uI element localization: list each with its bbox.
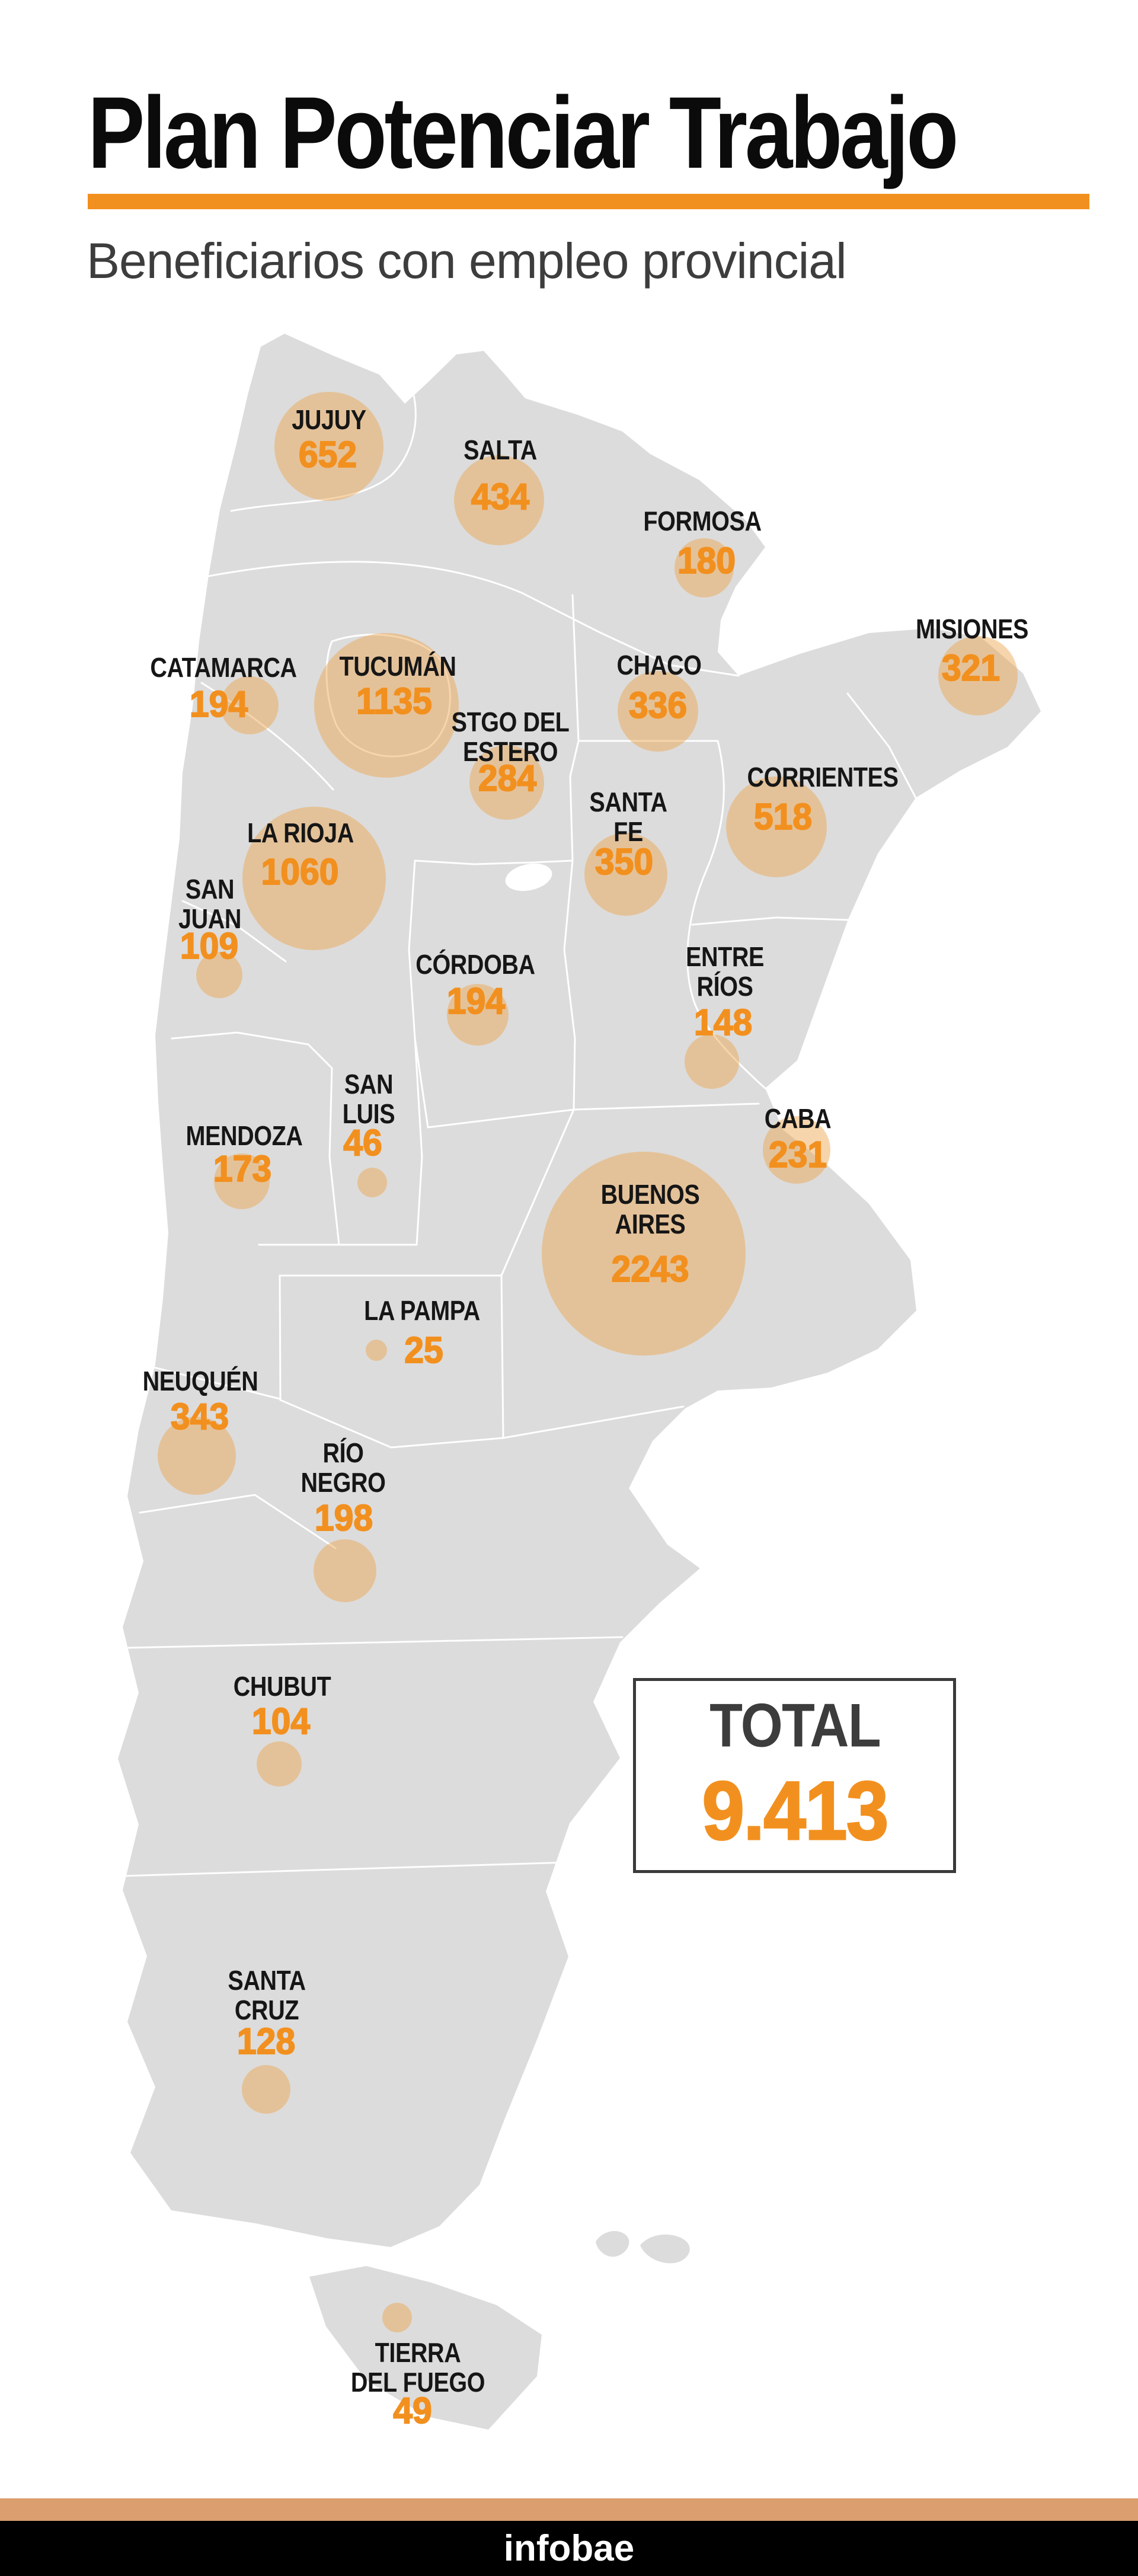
province-label-santa-fe: SANTA FE (589, 787, 667, 847)
argentina-mainland-shape (118, 334, 1041, 2247)
lake-mar-chiquita (505, 863, 552, 891)
province-label-formosa: FORMOSA (643, 506, 762, 536)
province-label-cordoba: CÓRDOBA (415, 949, 535, 980)
province-label-santa-cruz: SANTA CRUZ (228, 1965, 306, 2025)
bubble-formosa (675, 538, 734, 597)
province-value-santa-cruz: 128 (236, 2021, 296, 2062)
province-label-la-rioja: LA RIOJA (247, 817, 354, 848)
bubble-tierra-del-fuego (382, 2303, 412, 2332)
province-value-jujuy: 652 (298, 434, 357, 475)
province-label-chaco: CHACO (616, 650, 702, 680)
bubble-salta (454, 455, 544, 545)
province-value-la-pampa: 25 (404, 1330, 443, 1371)
province-label-buenos-aires: BUENOS AIRES (600, 1179, 700, 1239)
province-value-neuquen: 343 (170, 1396, 229, 1437)
province-value-formosa: 180 (677, 541, 736, 581)
bubble-caba (763, 1116, 830, 1184)
province-value-san-juan: 109 (180, 926, 239, 967)
province-value-corrientes: 518 (753, 797, 813, 838)
province-value-chaco: 336 (628, 685, 688, 726)
bubble-santa-fe (584, 833, 667, 916)
tierra-del-fuego-shape (309, 2266, 542, 2430)
province-value-caba: 231 (768, 1134, 827, 1175)
bubble-rio-negro (314, 1539, 376, 1602)
page-title: Plan Potenciar Trabajo (88, 76, 958, 190)
bubble-catamarca (220, 676, 279, 734)
province-value-santa-fe: 350 (594, 842, 654, 883)
bubble-chubut (257, 1741, 302, 1786)
province-label-tucuman: TUCUMÁN (339, 651, 456, 682)
province-value-buenos-aires: 2243 (611, 1249, 690, 1290)
province-borders (122, 379, 917, 1877)
bubble-neuquen (158, 1417, 236, 1495)
province-label-la-pampa: LA PAMPA (364, 1295, 480, 1326)
province-value-tucuman: 1135 (356, 681, 433, 722)
province-label-neuquen: NEUQUÉN (142, 1366, 258, 1396)
province-value-san-luis: 46 (343, 1123, 382, 1164)
province-value-mendoza: 173 (213, 1149, 272, 1190)
province-value-cordoba: 194 (446, 981, 506, 1022)
province-label-entre-rios: ENTRE RÍOS (686, 941, 764, 1002)
province-label-rio-negro: RÍO NEGRO (301, 1437, 386, 1498)
title-underline (88, 194, 1089, 209)
province-value-entre-rios: 148 (693, 1002, 753, 1043)
province-value-salta: 434 (471, 477, 530, 517)
province-label-san-juan: SAN JUAN (178, 874, 241, 934)
total-box: TOTAL 9.413 (633, 1678, 956, 1873)
bubble-la-rioja (242, 807, 386, 950)
province-label-tierra-del-fuego: TIERRA DEL FUEGO (350, 2337, 485, 2398)
subtitle: Beneficiarios con empleo provincial (87, 233, 847, 289)
bubble-corrientes (726, 776, 827, 877)
bubble-jujuy (274, 392, 383, 501)
province-value-misiones: 321 (941, 648, 1000, 689)
bubble-santiago-del-estero (469, 745, 544, 820)
bubble-santa-cruz (242, 2065, 290, 2114)
province-value-chubut: 104 (251, 1701, 311, 1742)
province-value-santiago-del-estero: 284 (478, 758, 537, 799)
province-label-santiago-del-estero: STGO DEL ESTERO (451, 707, 570, 767)
province-label-mendoza: MENDOZA (186, 1120, 303, 1151)
footer-bar: infobae (0, 2521, 1138, 2576)
province-label-jujuy: JUJUY (292, 404, 366, 435)
province-label-san-luis: SAN LUIS (342, 1069, 395, 1129)
footer-accent-bar (0, 2498, 1138, 2521)
total-value: 9.413 (701, 1763, 890, 1858)
province-label-caba: CABA (764, 1103, 832, 1134)
province-label-salta: SALTA (463, 434, 537, 465)
bubble-la-pampa (366, 1340, 387, 1361)
total-label: TOTAL (709, 1691, 881, 1760)
infobae-logo: infobae (503, 2528, 635, 2569)
province-value-tierra-del-fuego: 49 (392, 2390, 432, 2431)
bubble-tucuman (314, 633, 459, 778)
bubble-san-luis (357, 1168, 387, 1197)
province-label-corrientes: CORRIENTES (747, 762, 899, 792)
province-value-la-rioja: 1060 (261, 852, 340, 893)
bubble-mendoza (214, 1153, 270, 1209)
bubble-cordoba (447, 984, 509, 1046)
malvinas-islands (596, 2230, 690, 2264)
bubble-chaco (618, 671, 698, 752)
province-label-chubut: CHUBUT (233, 1671, 331, 1702)
bubble-entre-rios (685, 1034, 739, 1089)
province-label-catamarca: CATAMARCA (150, 652, 297, 683)
bubble-misiones (938, 636, 1018, 715)
province-value-catamarca: 194 (189, 684, 248, 725)
bubble-san-juan (196, 952, 242, 998)
province-label-misiones: MISIONES (915, 613, 1029, 644)
province-value-rio-negro: 198 (314, 1498, 373, 1539)
bubble-buenos-aires (542, 1152, 746, 1356)
